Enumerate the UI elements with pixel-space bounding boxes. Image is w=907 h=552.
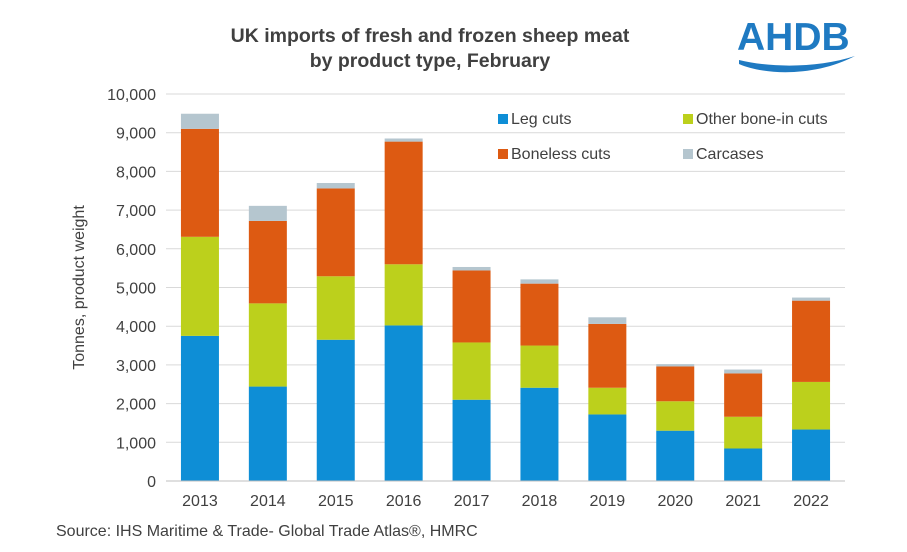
bar-segment-other-bone-in-cuts (248, 303, 287, 387)
bar-segment-carcases (452, 266, 491, 271)
y-tick-label: 8,000 (116, 164, 156, 181)
x-tick-label: 2020 (657, 493, 693, 510)
bar-segment-other-bone-in-cuts (656, 401, 695, 431)
bar-segment-other-bone-in-cuts (452, 342, 491, 400)
x-tick-label: 2014 (250, 493, 286, 510)
bar-segment-leg-cuts (588, 414, 627, 481)
y-tick-label: 5,000 (116, 281, 156, 298)
bar-segment-boneless-cuts (452, 270, 491, 343)
legend-label: Boneless cuts (511, 146, 611, 163)
bar-segment-other-bone-in-cuts (792, 381, 831, 430)
bar-segment-leg-cuts (656, 430, 695, 481)
ahdb-logo: AHDB (737, 16, 857, 76)
bar-segment-boneless-cuts (520, 283, 559, 346)
logo-text: AHDB (737, 16, 850, 59)
y-tick-label: 7,000 (116, 203, 156, 220)
logo-swoosh-icon (739, 56, 855, 73)
y-tick-label: 2,000 (116, 397, 156, 414)
bar-segment-leg-cuts (180, 335, 219, 481)
x-tick-label: 2019 (590, 493, 626, 510)
bar-segment-carcases (384, 138, 423, 142)
y-tick-label: 1,000 (116, 435, 156, 452)
bar-segment-boneless-cuts (180, 128, 219, 237)
bar-segment-other-bone-in-cuts (724, 416, 763, 449)
legend-swatch (498, 149, 508, 159)
x-tick-label: 2017 (454, 493, 490, 510)
bar-segment-carcases (588, 317, 627, 324)
legend-label: Other bone-in cuts (696, 111, 828, 128)
bar-segment-leg-cuts (792, 429, 831, 481)
bar-segment-carcases (520, 279, 559, 284)
legend-label: Leg cuts (511, 111, 571, 128)
x-tick-label: 2022 (793, 493, 829, 510)
x-tick-label: 2021 (725, 493, 761, 510)
bar-segment-boneless-cuts (588, 323, 627, 388)
y-tick-label: 10,000 (107, 87, 156, 104)
y-tick-label: 6,000 (116, 242, 156, 259)
source-note: Source: IHS Maritime & Trade- Global Tra… (56, 523, 478, 540)
legend-swatch (498, 114, 508, 124)
x-tick-label: 2015 (318, 493, 354, 510)
y-tick-label: 9,000 (116, 126, 156, 143)
legend-swatch (683, 149, 693, 159)
bar-segment-other-bone-in-cuts (588, 387, 627, 415)
bar-segment-carcases (248, 205, 287, 221)
bar-segment-other-bone-in-cuts (520, 345, 559, 388)
bar-segment-carcases (180, 113, 219, 129)
y-tick-label: 4,000 (116, 319, 156, 336)
chart-title-line-1: UK imports of fresh and frozen sheep mea… (230, 25, 630, 47)
bar-segment-leg-cuts (384, 325, 423, 481)
bar-segment-boneless-cuts (724, 373, 763, 417)
y-tick-label: 0 (147, 474, 156, 491)
bar-segment-boneless-cuts (384, 141, 423, 265)
y-axis-title: Tonnes, product weight (71, 205, 88, 370)
bar-segment-boneless-cuts (248, 220, 287, 304)
bar-segment-carcases (724, 369, 763, 374)
chart-title-line-2: by product type, February (309, 50, 551, 72)
bar-segment-boneless-cuts (656, 366, 695, 402)
bar-segment-carcases (316, 183, 355, 189)
chart-title: UK imports of fresh and frozen sheep mea… (190, 24, 670, 74)
bar-segment-leg-cuts (724, 448, 763, 481)
legend-label: Carcases (696, 146, 764, 163)
x-tick-label: 2016 (386, 493, 422, 510)
y-tick-label: 3,000 (116, 358, 156, 375)
bar-segment-leg-cuts (452, 399, 491, 481)
bar-segment-boneless-cuts (792, 300, 831, 382)
bar-segment-leg-cuts (248, 386, 287, 481)
x-tick-label: 2018 (522, 493, 558, 510)
bar-segment-other-bone-in-cuts (180, 236, 219, 336)
bar-segment-leg-cuts (520, 387, 559, 481)
bar-segment-other-bone-in-cuts (384, 264, 423, 326)
bar-segment-leg-cuts (316, 339, 355, 481)
bar-segment-carcases (792, 297, 831, 301)
x-tick-label: 2013 (182, 493, 218, 510)
bar-segment-boneless-cuts (316, 188, 355, 277)
bar-segment-carcases (656, 364, 695, 367)
legend-swatch (683, 114, 693, 124)
bar-segment-other-bone-in-cuts (316, 276, 355, 340)
